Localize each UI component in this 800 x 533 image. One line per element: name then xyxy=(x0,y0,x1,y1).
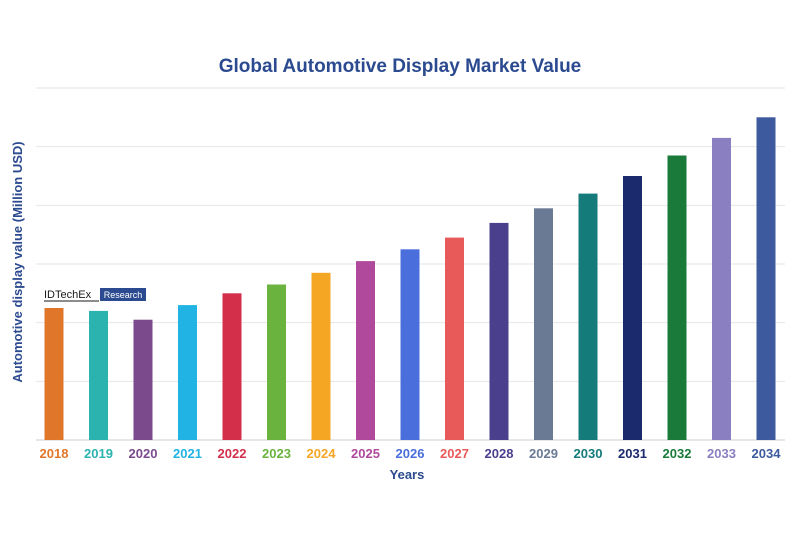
x-tick-label-2020: 2020 xyxy=(129,446,158,461)
idtechex-logo: IDTechEx Research xyxy=(44,288,146,302)
bar-2025 xyxy=(356,261,375,440)
bar-2031 xyxy=(623,176,642,440)
bar-2034 xyxy=(756,117,776,441)
x-tick-label-2025: 2025 xyxy=(351,446,380,461)
bar-2018 xyxy=(44,308,64,440)
x-tick-label-2029: 2029 xyxy=(529,446,558,461)
x-tick-label-2028: 2028 xyxy=(485,446,514,461)
x-tick-label-2022: 2022 xyxy=(218,446,247,461)
bar-2024 xyxy=(311,272,331,440)
brand-tag: Research xyxy=(104,290,143,300)
bar-2021 xyxy=(178,305,197,440)
x-tick-label-2034: 2034 xyxy=(752,446,782,461)
bar-2032 xyxy=(667,155,687,440)
x-tick-label-2019: 2019 xyxy=(84,446,113,461)
y-axis-label: Automotive display value (Million USD) xyxy=(10,141,25,382)
x-tick-label-2031: 2031 xyxy=(618,446,647,461)
bar-2030 xyxy=(578,193,598,440)
x-tick-label-2032: 2032 xyxy=(663,446,692,461)
brand-name: IDTechEx xyxy=(44,289,92,301)
x-tick-label-2030: 2030 xyxy=(574,446,603,461)
bar-2026 xyxy=(400,249,420,440)
x-tick-label-2018: 2018 xyxy=(40,446,69,461)
bar-2020 xyxy=(133,319,153,440)
x-tick-labels: 2018 2019 2020 2021 2022 2023 2024 2025 2026 2027… xyxy=(40,446,782,461)
chart-title: Global Automotive Display Market Value xyxy=(219,56,582,77)
x-axis-label: Years xyxy=(390,467,425,482)
x-tick-label-2023: 2023 xyxy=(262,446,291,461)
bar-2027 xyxy=(445,237,464,440)
bar-2019 xyxy=(89,310,108,440)
brand-tag-bg xyxy=(100,288,146,301)
x-tick-label-2024: 2024 xyxy=(307,446,337,461)
x-tick-label-2027: 2027 xyxy=(440,446,469,461)
bar-2022 xyxy=(222,293,242,440)
bar-2033 xyxy=(712,137,731,440)
bar-2029 xyxy=(534,208,553,440)
x-tick-label-2033: 2033 xyxy=(707,446,736,461)
bar-2023 xyxy=(267,284,286,440)
bars xyxy=(44,117,776,441)
x-tick-label-2026: 2026 xyxy=(396,446,425,461)
bar-2028 xyxy=(489,222,509,440)
x-tick-label-2021: 2021 xyxy=(173,446,202,461)
